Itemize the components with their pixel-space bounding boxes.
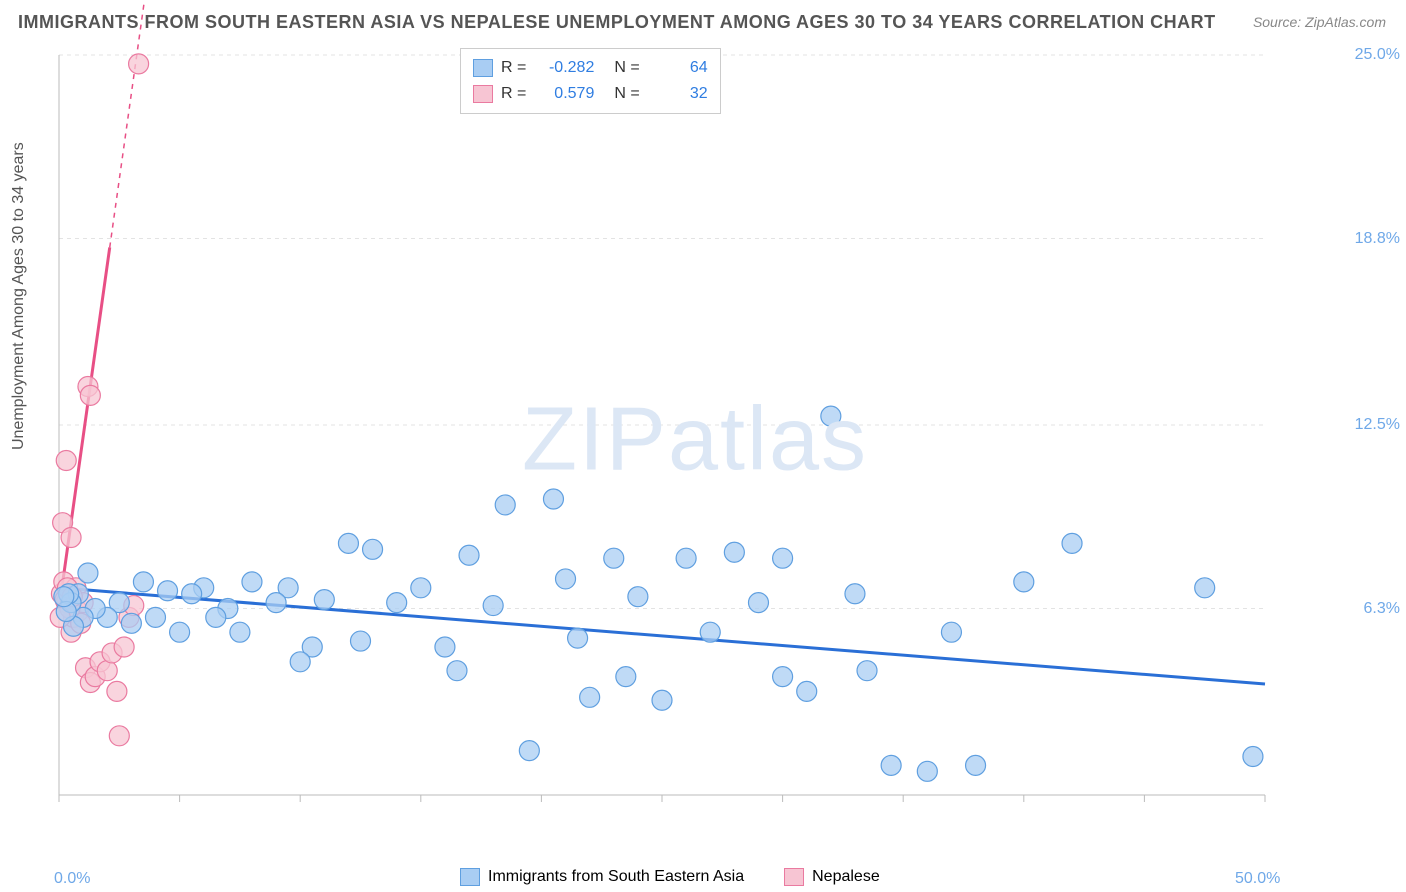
legend-item-a: Immigrants from South Eastern Asia [460, 868, 744, 886]
scatter-svg [55, 45, 1335, 835]
legend-swatch-b [784, 868, 804, 886]
legend-label-b: Nepalese [812, 868, 880, 886]
legend-label-a: Immigrants from South Eastern Asia [488, 868, 744, 886]
legend-swatch-a [473, 59, 493, 77]
y-tick-label: 12.5% [1355, 416, 1400, 434]
legend-R-label: R = [501, 85, 526, 103]
correlation-legend: R = -0.282 N = 64 R = 0.579 N = 32 [460, 48, 721, 114]
legend-N-value-a: 64 [648, 59, 708, 77]
legend-row-series-b: R = 0.579 N = 32 [473, 81, 708, 107]
x-tick-label-max: 50.0% [1235, 870, 1280, 888]
legend-N-label: N = [614, 85, 639, 103]
y-tick-label: 25.0% [1355, 46, 1400, 64]
source-attribution: Source: ZipAtlas.com [1253, 14, 1386, 30]
y-tick-label: 18.8% [1355, 230, 1400, 248]
legend-row-series-a: R = -0.282 N = 64 [473, 55, 708, 81]
x-tick-label-min: 0.0% [54, 870, 90, 888]
y-tick-label: 6.3% [1364, 600, 1400, 618]
legend-N-value-b: 32 [648, 85, 708, 103]
legend-swatch-a [460, 868, 480, 886]
legend-R-label: R = [501, 59, 526, 77]
legend-swatch-b [473, 85, 493, 103]
chart-title: IMMIGRANTS FROM SOUTH EASTERN ASIA VS NE… [18, 12, 1216, 33]
legend-R-value-b: 0.579 [534, 85, 594, 103]
series-legend: Immigrants from South Eastern Asia Nepal… [460, 868, 880, 886]
legend-N-label: N = [614, 59, 639, 77]
y-axis-label: Unemployment Among Ages 30 to 34 years [10, 142, 28, 450]
plot-area: ZIPatlas [55, 45, 1335, 835]
legend-R-value-a: -0.282 [534, 59, 594, 77]
legend-item-b: Nepalese [784, 868, 880, 886]
